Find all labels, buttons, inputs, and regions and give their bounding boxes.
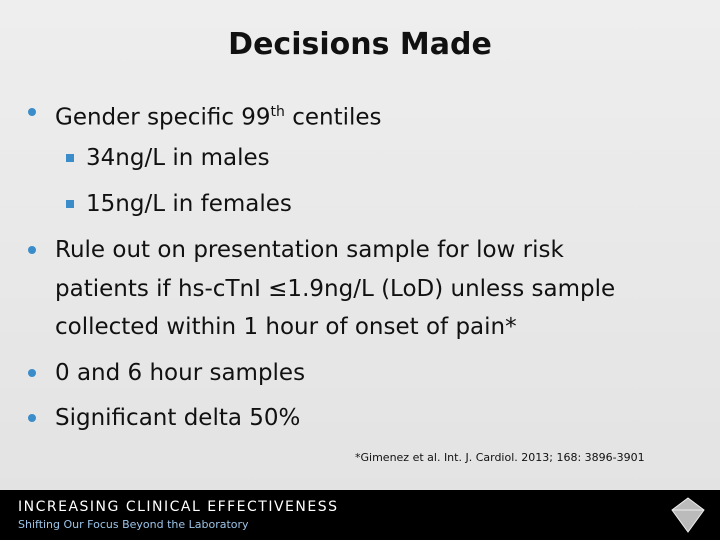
footer: INCREASING CLINICAL EFFECTIVENESS Shifti…	[0, 490, 720, 540]
superscript: th	[270, 104, 285, 120]
bullet-text: 0 and 6 hour samples	[55, 360, 306, 386]
footnote: *Gimenez et al. Int. J. Cardiol. 2013; 1…	[355, 451, 645, 464]
sub-bullet-text: 34ng/L in males	[86, 145, 270, 171]
sub-bullet	[66, 200, 74, 208]
bullet-text: patients if hs-cTnI ≤1.9ng/L (LoD) unles…	[55, 276, 616, 302]
bullet-text: Significant delta 50%	[55, 405, 301, 431]
bullet	[28, 246, 36, 254]
text: Gender specific 99	[55, 104, 271, 131]
bullet-text: Rule out on presentation sample for low …	[55, 237, 564, 263]
sub-bullet	[66, 154, 74, 162]
bullet-text: collected within 1 hour of onset of pain…	[55, 314, 517, 340]
bullet	[28, 414, 36, 422]
footer-subtitle: Shifting Our Focus Beyond the Laboratory	[18, 518, 249, 531]
bullet	[28, 369, 36, 377]
bullet	[28, 108, 36, 116]
logo	[671, 497, 705, 533]
title: Decisions Made	[228, 27, 492, 62]
bullet-text: Gender specific 99th centiles	[55, 97, 382, 133]
sub-bullet-text: 15ng/L in females	[86, 191, 292, 217]
text: centiles	[284, 104, 382, 131]
footer-title: INCREASING CLINICAL EFFECTIVENESS	[18, 499, 339, 515]
